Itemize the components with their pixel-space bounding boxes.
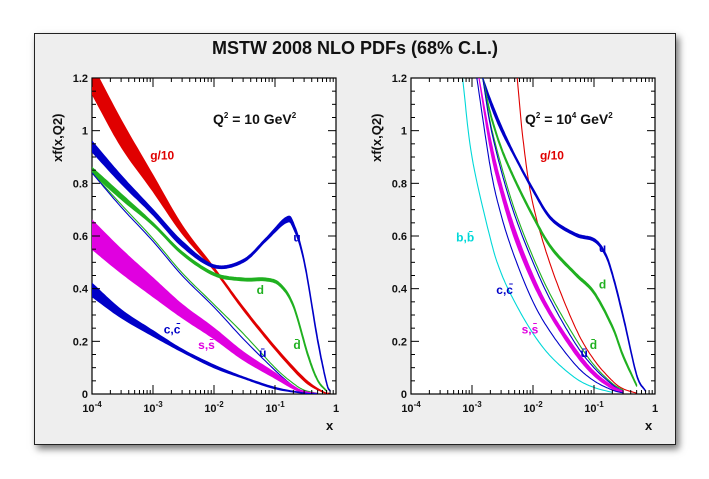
series-d-band bbox=[482, 78, 638, 387]
plot-area-right bbox=[410, 77, 656, 395]
chart-frame: MSTW 2008 NLO PDFs (68% C.L.) 0 0.2 0.4 0.6… bbox=[34, 33, 676, 445]
y-tick-label: 1 bbox=[401, 126, 407, 138]
curve-label-s-s: s,s̄ bbox=[198, 338, 215, 352]
x-tick-label: 10-4 bbox=[401, 400, 421, 415]
series-d-line bbox=[482, 78, 624, 391]
y-tick-label: 0 bbox=[82, 389, 88, 401]
curve-label-d: d̄ bbox=[590, 338, 597, 352]
series-c-c-line bbox=[476, 78, 624, 394]
x-tick-label: 10-2 bbox=[204, 400, 224, 415]
y-tick-label: 0.6 bbox=[73, 231, 88, 243]
curve-label-u: u bbox=[293, 230, 300, 244]
y-axis-label-left: xf(x,Q2) bbox=[50, 114, 65, 162]
x-tick-label: 10-3 bbox=[143, 400, 163, 415]
axes-right: 0 0.2 0.4 0.6 0.8 1 1.2 10-4 10-3 10-2 10-1 1 bbox=[392, 73, 658, 415]
y-tick-label: 1.2 bbox=[392, 73, 407, 85]
curve-label-d: d bbox=[599, 278, 606, 292]
curve-label-b-b: b,b̄ bbox=[456, 230, 474, 244]
series-u-line bbox=[482, 78, 624, 392]
y-tick-label: 0.2 bbox=[73, 336, 88, 348]
q2-label-left: Q2 = 10 GeV2 bbox=[213, 111, 297, 127]
x-tick-label: 1 bbox=[333, 403, 339, 415]
x-tick-label: 10-1 bbox=[584, 400, 604, 415]
curve-label-d: d̄ bbox=[293, 338, 300, 352]
y-tick-label: 0.4 bbox=[392, 284, 408, 296]
curve-label-c-c: c,c̄ bbox=[496, 283, 513, 297]
x-axis-label-right: x bbox=[645, 418, 653, 433]
y-tick-label: 0.8 bbox=[392, 178, 407, 190]
series-d-line bbox=[92, 172, 318, 394]
curve-label-u: ū bbox=[580, 346, 587, 360]
y-tick-label: 0.4 bbox=[73, 284, 89, 296]
series-layer-right bbox=[462, 78, 647, 394]
curve-label-d: d bbox=[257, 283, 264, 297]
series-layer-left bbox=[92, 78, 331, 394]
y-tick-label: 0.6 bbox=[392, 231, 407, 243]
y-tick-label: 0 bbox=[401, 389, 407, 401]
chart-title: MSTW 2008 NLO PDFs (68% C.L.) bbox=[211, 38, 499, 58]
curve-label-c-c: c,c̄ bbox=[164, 322, 181, 336]
y-tick-label: 0.2 bbox=[392, 336, 407, 348]
pdf-plots: 0 0.2 0.4 0.6 0.8 1 1.2 10-4 10-3 10-2 10-1 1 g/10 u… bbox=[50, 73, 658, 433]
curve-label-u: ū bbox=[259, 346, 266, 360]
panel-left: 0 0.2 0.4 0.6 0.8 1 1.2 10-4 10-3 10-2 10-1 1 g/10 u… bbox=[50, 73, 339, 433]
x-tick-label: 10-3 bbox=[462, 400, 482, 415]
x-tick-label: 10-2 bbox=[523, 400, 543, 415]
y-axis-label-right: xf(x,Q2) bbox=[369, 114, 384, 162]
curve-label-g-10: g/10 bbox=[540, 149, 564, 163]
curve-labels-left: g/10 u d d̄ ū s,s̄ c,c̄ bbox=[150, 149, 300, 361]
x-tick-label: 1 bbox=[652, 403, 658, 415]
series-c-c-band bbox=[92, 282, 319, 394]
y-tick-label: 0.8 bbox=[73, 178, 88, 190]
x-tick-label: 10-1 bbox=[265, 400, 285, 415]
axes-left: 0 0.2 0.4 0.6 0.8 1 1.2 10-4 10-3 10-2 10-1 1 bbox=[73, 73, 339, 415]
curve-label-g-10: g/10 bbox=[150, 149, 174, 163]
panel-right: 0 0.2 0.4 0.6 0.8 1 1.2 10-4 10-3 10-2 10-1 1 g/10 u… bbox=[369, 73, 658, 433]
q2-label-right: Q2 = 104 GeV2 bbox=[525, 111, 613, 127]
curve-label-s-s: s,s̄ bbox=[522, 322, 539, 336]
curve-label-u: u bbox=[599, 241, 606, 255]
y-tick-label: 1.2 bbox=[73, 73, 88, 85]
curve-labels-right: g/10 u d d̄ū s,s̄ c,c̄ b,b̄ bbox=[456, 149, 606, 361]
series-g-10-line bbox=[516, 78, 637, 394]
x-axis-label-left: x bbox=[326, 418, 334, 433]
y-tick-label: 1 bbox=[82, 126, 88, 138]
series-b-b-line bbox=[462, 78, 613, 393]
x-tick-label: 10-4 bbox=[82, 400, 102, 415]
